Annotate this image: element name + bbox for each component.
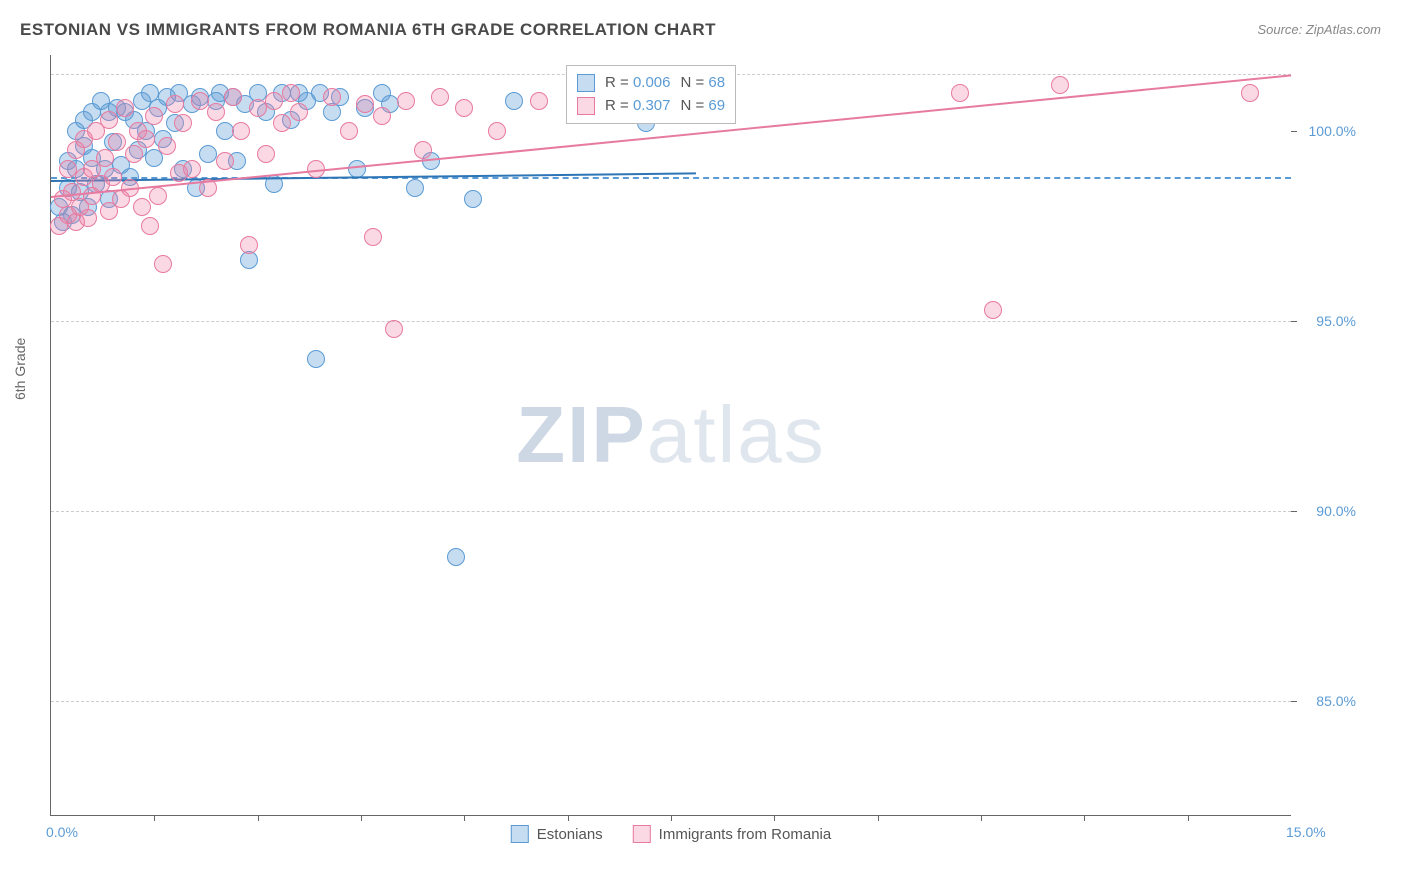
legend-swatch <box>577 74 595 92</box>
data-point <box>116 99 134 117</box>
watermark: ZIPatlas <box>516 389 825 481</box>
data-point <box>951 84 969 102</box>
data-point <box>183 160 201 178</box>
y-tick-label: 85.0% <box>1316 693 1356 709</box>
legend-swatch <box>577 97 595 115</box>
data-point <box>154 255 172 273</box>
legend-label: Estonians <box>537 826 603 843</box>
data-point <box>307 350 325 368</box>
y-tick-label: 90.0% <box>1316 503 1356 519</box>
stat-r: R = 0.307 <box>605 95 670 118</box>
data-point <box>249 99 267 117</box>
data-point <box>1051 76 1069 94</box>
y-axis-label: 6th Grade <box>12 338 28 400</box>
stats-box: R = 0.006 N = 68 R = 0.307 N = 69 <box>566 65 736 124</box>
data-point <box>100 111 118 129</box>
legend-swatch <box>511 825 529 843</box>
data-point <box>431 88 449 106</box>
data-point <box>149 187 167 205</box>
data-point <box>385 320 403 338</box>
x-tick-label: 15.0% <box>1286 824 1326 840</box>
data-point <box>447 548 465 566</box>
data-point <box>59 160 77 178</box>
legend-item: Immigrants from Romania <box>633 825 832 843</box>
data-point <box>224 88 242 106</box>
source-label: Source: ZipAtlas.com <box>1257 22 1381 37</box>
data-point <box>199 145 217 163</box>
data-point <box>240 236 258 254</box>
data-point <box>397 92 415 110</box>
data-point <box>348 160 366 178</box>
legend-label: Immigrants from Romania <box>659 826 832 843</box>
data-point <box>356 95 374 113</box>
data-point <box>1241 84 1259 102</box>
data-point <box>414 141 432 159</box>
data-point <box>133 198 151 216</box>
data-point <box>530 92 548 110</box>
data-point <box>125 145 143 163</box>
legend-swatch <box>633 825 651 843</box>
data-point <box>464 190 482 208</box>
data-point <box>174 114 192 132</box>
chart-title: ESTONIAN VS IMMIGRANTS FROM ROMANIA 6TH … <box>20 20 716 40</box>
gridline <box>51 321 1291 322</box>
legend-item: Estonians <box>511 825 603 843</box>
data-point <box>984 301 1002 319</box>
y-tick-label: 100.0% <box>1309 123 1356 139</box>
data-point <box>191 92 209 110</box>
chart-area: ZIPatlas 85.0%90.0%95.0%100.0%0.0%15.0%R… <box>50 55 1291 816</box>
data-point <box>232 122 250 140</box>
legend: Estonians Immigrants from Romania <box>511 825 831 843</box>
data-point <box>257 145 275 163</box>
data-point <box>340 122 358 140</box>
data-point <box>158 137 176 155</box>
data-point <box>373 107 391 125</box>
data-point <box>96 149 114 167</box>
data-point <box>364 228 382 246</box>
data-point <box>455 99 473 117</box>
data-point <box>145 107 163 125</box>
x-tick-label: 0.0% <box>46 824 78 840</box>
stat-n: N = 69 <box>680 95 725 118</box>
data-point <box>137 130 155 148</box>
y-tick-label: 95.0% <box>1316 313 1356 329</box>
data-point <box>216 152 234 170</box>
gridline <box>51 511 1291 512</box>
gridline <box>51 701 1291 702</box>
data-point <box>282 84 300 102</box>
data-point <box>141 217 159 235</box>
data-point <box>265 92 283 110</box>
data-point <box>290 103 308 121</box>
stat-r: R = 0.006 <box>605 72 670 95</box>
data-point <box>216 122 234 140</box>
data-point <box>406 179 424 197</box>
data-point <box>505 92 523 110</box>
stat-n: N = 68 <box>680 72 725 95</box>
data-point <box>273 114 291 132</box>
data-point <box>79 209 97 227</box>
data-point <box>104 168 122 186</box>
data-point <box>323 88 341 106</box>
data-point <box>108 133 126 151</box>
data-point <box>488 122 506 140</box>
data-point <box>207 103 225 121</box>
data-point <box>166 95 184 113</box>
